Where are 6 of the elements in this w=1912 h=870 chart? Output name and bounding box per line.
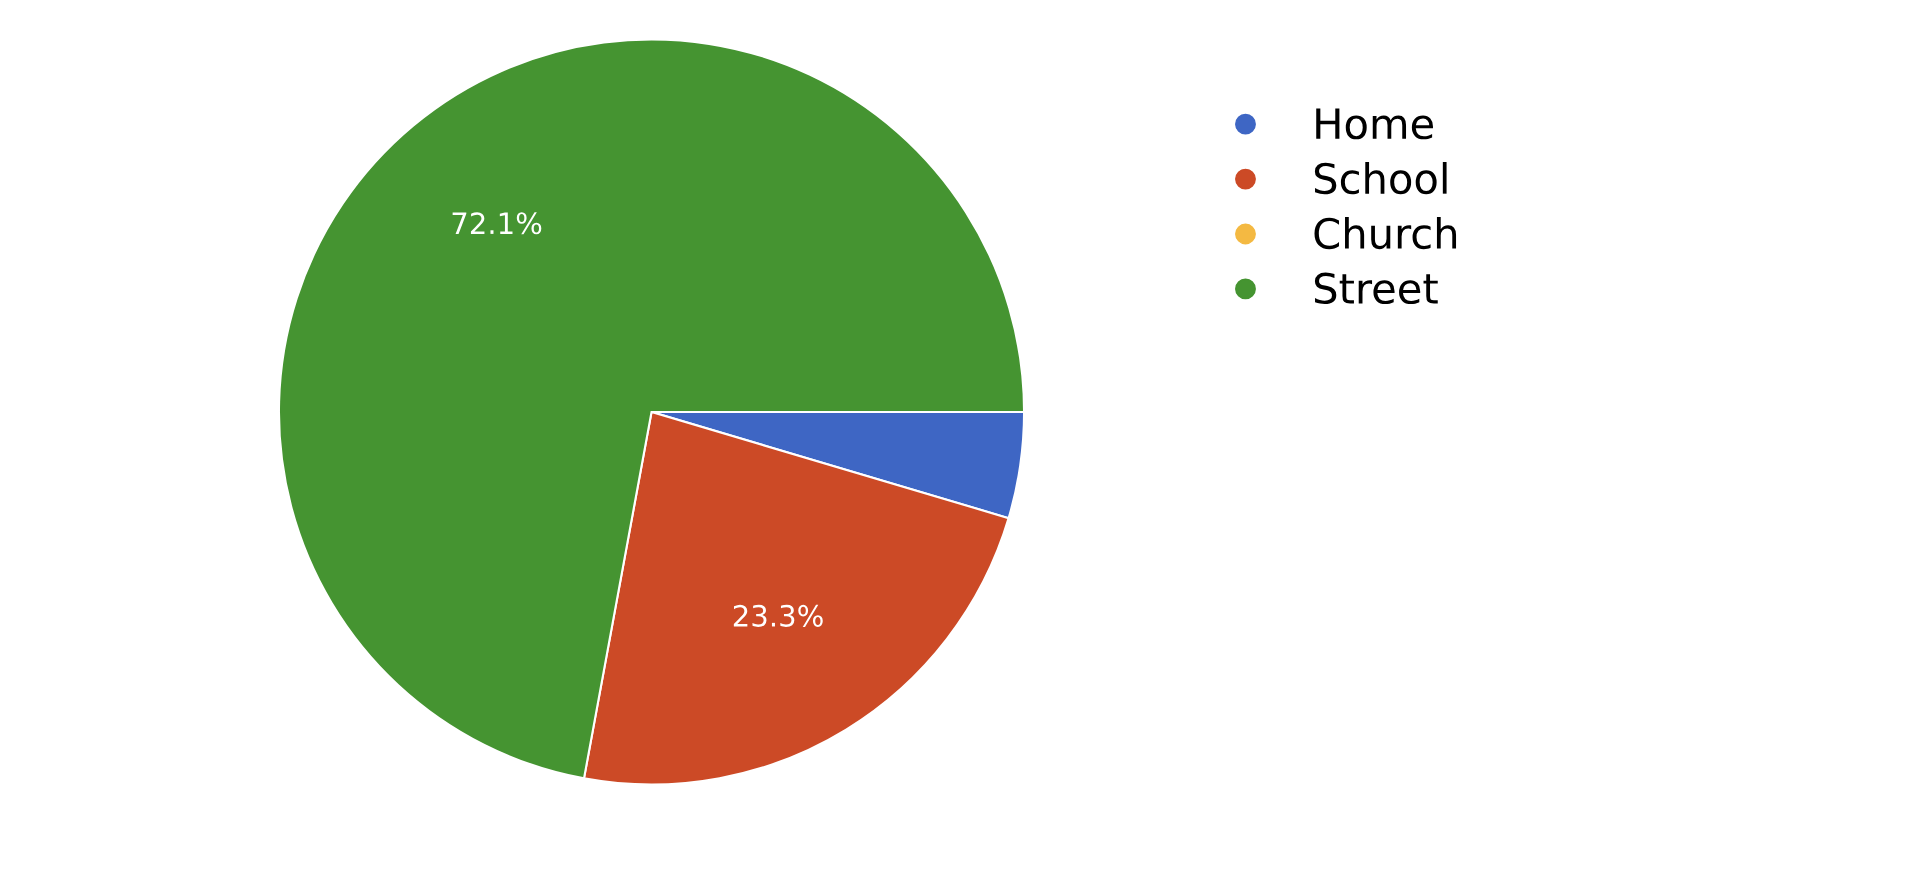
legend-label: Street (1314, 272, 1438, 305)
data-label: 72.1% (452, 212, 542, 235)
legend-label: Church (1314, 216, 1457, 250)
legend-label: Home (1316, 108, 1433, 140)
data-label: 23.3% (733, 604, 823, 627)
legend-label: School (1314, 162, 1447, 195)
